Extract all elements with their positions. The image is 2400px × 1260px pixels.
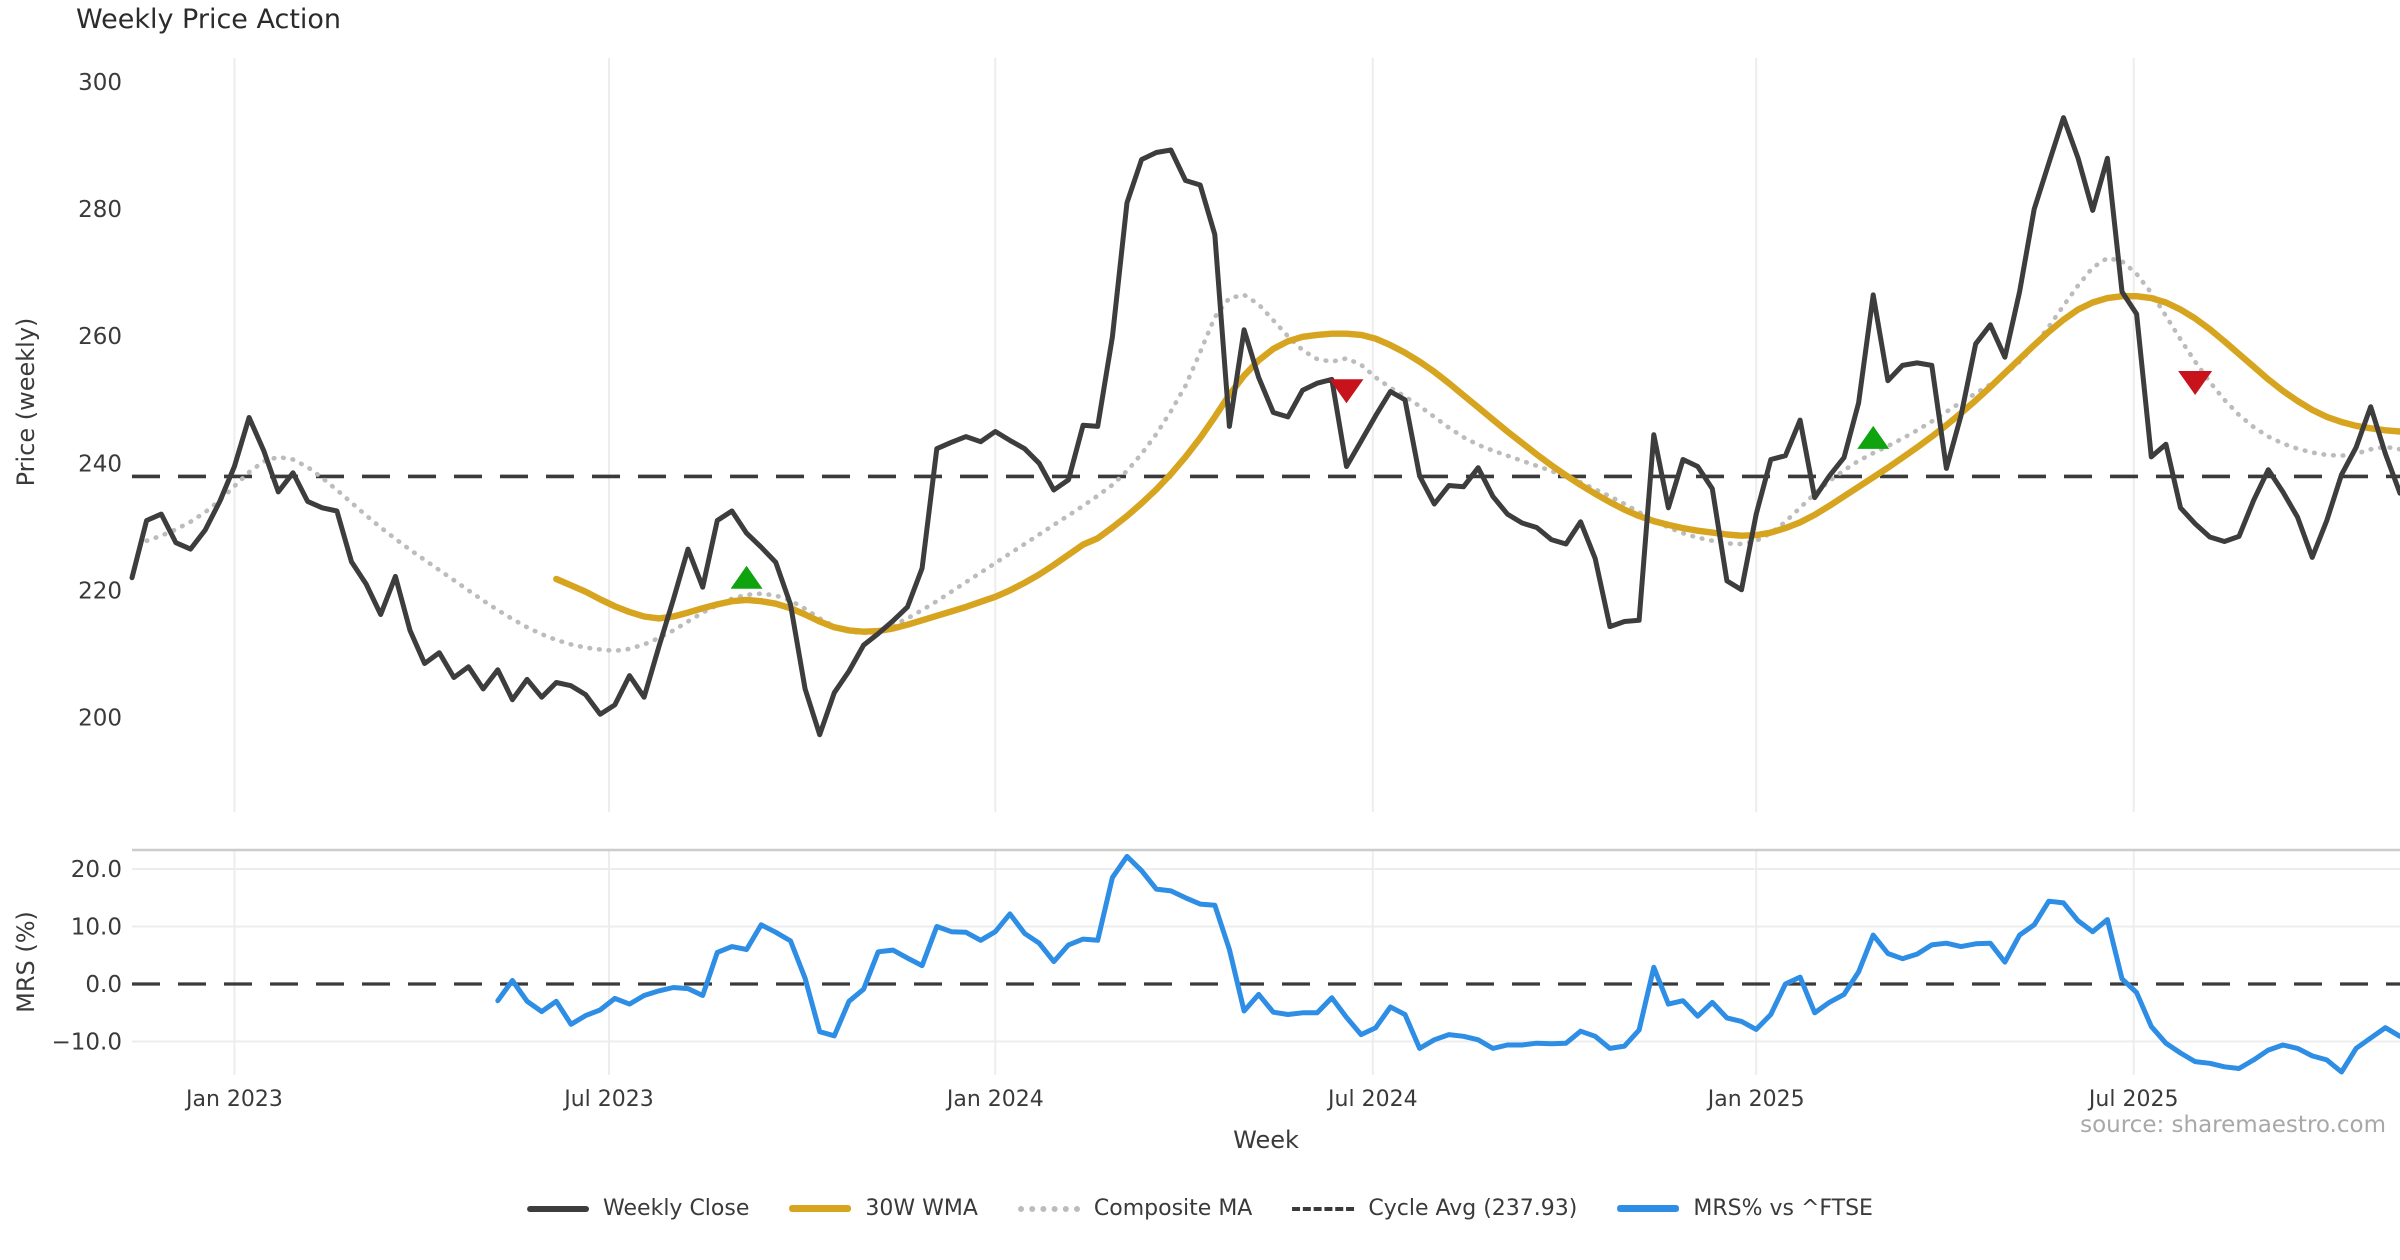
date-tick-label: Jan 2025 <box>1706 1087 1805 1112</box>
week-axis-label: Week <box>1233 1126 1299 1154</box>
sell-signal-marker <box>2178 370 2213 395</box>
price-tick-label: 240 <box>78 451 122 477</box>
price-tick-label: 200 <box>78 706 122 732</box>
mrs-line <box>495 853 2400 1075</box>
legend-label: MRS% vs ^FTSE <box>1693 1196 1873 1221</box>
legend-item-cycle-avg: Cycle Avg (237.93) <box>1292 1196 1577 1221</box>
date-tick-label: Jul 2024 <box>1326 1087 1418 1112</box>
legend-label: Composite MA <box>1093 1196 1253 1221</box>
buy-signal-marker <box>730 565 763 589</box>
legend-label: Cycle Avg (237.93) <box>1368 1196 1578 1221</box>
weekly-close-line-swatch <box>527 1205 590 1212</box>
date-tick-label: Jul 2025 <box>2087 1087 2179 1112</box>
price-tick-label: 300 <box>78 70 122 96</box>
mrs-tick-label: −10.0 <box>52 1030 122 1056</box>
legend: Weekly Close 30W WMA Composite MA Cycle … <box>527 1196 1873 1221</box>
price-axis-label: Price (weekly) <box>12 317 40 487</box>
buy-signal-marker <box>1857 425 1890 449</box>
legend-item-30w-wma: 30W WMA <box>789 1196 978 1221</box>
wma-30w-line <box>553 293 2400 635</box>
chart-title: Weekly Price Action <box>76 4 342 35</box>
legend-item-mrs: MRS% vs ^FTSE <box>1617 1196 1873 1221</box>
legend-label: 30W WMA <box>865 1196 978 1221</box>
source-note: source: sharemaestro.com <box>2080 1112 2386 1138</box>
date-tick-label: Jan 2024 <box>945 1087 1044 1112</box>
cycle-avg-line-swatch <box>1292 1206 1355 1211</box>
legend-label: Weekly Close <box>603 1196 750 1221</box>
mrs-tick-label: 20.0 <box>71 857 122 883</box>
date-tick-label: Jul 2023 <box>562 1087 654 1112</box>
weekly-close-line <box>129 115 2400 738</box>
legend-item-weekly-close: Weekly Close <box>527 1196 749 1221</box>
mrs-tick-label: 0.0 <box>85 972 122 998</box>
date-tick-label: Jan 2023 <box>184 1087 283 1112</box>
mrs-axis-label: MRS (%) <box>12 911 40 1013</box>
sell-signal-marker <box>1329 379 1364 404</box>
wma-line-swatch <box>789 1205 852 1212</box>
price-tick-label: 280 <box>78 197 122 223</box>
mrs-tick-label: 10.0 <box>71 915 122 941</box>
composite-line-swatch <box>1017 1205 1080 1212</box>
price-tick-label: 260 <box>78 324 122 350</box>
mrs-line-swatch <box>1617 1205 1680 1212</box>
legend-item-composite-ma: Composite MA <box>1017 1196 1253 1221</box>
price-tick-label: 220 <box>78 578 122 604</box>
